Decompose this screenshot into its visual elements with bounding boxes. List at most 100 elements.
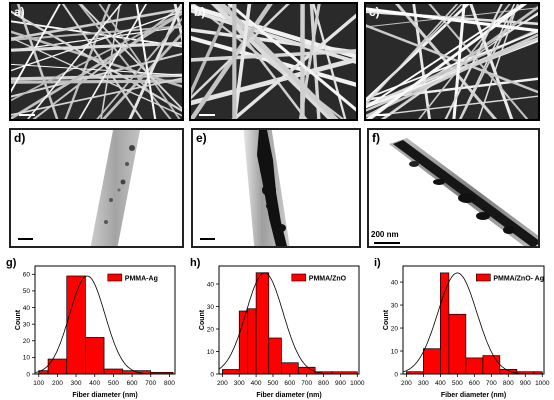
fiber-line xyxy=(312,4,347,119)
legend-swatch xyxy=(107,273,123,282)
x-tick-label: 1000 xyxy=(350,380,365,387)
y-tick-label: 0 xyxy=(210,371,214,378)
x-tick-label: 500 xyxy=(108,380,119,387)
histogram-bar xyxy=(440,272,450,375)
fiber-line xyxy=(366,30,538,100)
scale-bar-b xyxy=(199,114,215,116)
histogram-bar xyxy=(448,313,467,375)
tem-fiber-e xyxy=(243,130,290,246)
fiber-line xyxy=(135,4,157,119)
plot-frame xyxy=(218,265,360,375)
y-tick-label: 60 xyxy=(23,272,31,279)
x-tick-label: 1000 xyxy=(535,380,550,387)
plot-frame xyxy=(34,265,176,375)
histogram-bar xyxy=(66,275,86,375)
y-tick-label: 20 xyxy=(391,325,399,332)
x-tick-label: 400 xyxy=(89,380,100,387)
fiber-line xyxy=(298,4,321,119)
legend-swatch xyxy=(476,273,491,282)
panel-label-c: c) xyxy=(369,5,380,19)
panel-label: i) xyxy=(374,257,381,269)
panel-label-b: b) xyxy=(194,5,206,19)
fiber-line xyxy=(11,10,182,72)
scale-bar-e xyxy=(200,238,215,240)
fiber-line xyxy=(459,4,520,119)
fiber-line xyxy=(100,4,121,119)
x-tick-label: 400 xyxy=(435,380,446,387)
fiber-line xyxy=(11,79,182,84)
tem-fiber-f xyxy=(389,138,538,246)
panel-label: g) xyxy=(6,257,17,269)
y-axis-label: Count xyxy=(15,309,22,330)
histogram-bar xyxy=(499,369,518,375)
histogram-bar xyxy=(103,368,124,375)
scale-bar-a xyxy=(19,114,35,116)
y-tick-label: 30 xyxy=(23,321,31,328)
y-tick-label: 0 xyxy=(26,371,30,378)
fiber-line xyxy=(366,24,538,94)
sem-fibers-b xyxy=(191,4,356,119)
x-axis-label: Fiber diameter (nm) xyxy=(256,392,321,399)
fiber-line xyxy=(79,4,182,110)
histogram-bar xyxy=(281,362,299,375)
histogram-bar xyxy=(482,355,501,375)
y-tick-label: 0 xyxy=(394,371,398,378)
x-axis-label: Fiber diameter (nm) xyxy=(441,392,506,399)
fiber-line xyxy=(11,37,182,117)
x-tick-label: 800 xyxy=(164,380,175,387)
sem-image-b: b) xyxy=(189,2,358,121)
fiber-line xyxy=(191,4,273,119)
x-tick-label: 100 xyxy=(33,380,44,387)
fiber-line xyxy=(64,4,111,119)
fiber-line xyxy=(11,7,182,41)
legend-label: PMMA-Ag xyxy=(125,276,158,283)
fiber-line xyxy=(191,4,290,100)
x-tick-label: 400 xyxy=(251,380,262,387)
fiber-line xyxy=(366,4,463,104)
scale-bar-label-f: 200 nm xyxy=(371,230,399,239)
fiber-line xyxy=(11,30,182,88)
fiber-line xyxy=(452,4,466,119)
panel-label-e: e) xyxy=(196,131,207,145)
tem-image-e: e) xyxy=(191,128,361,248)
fiber-line xyxy=(191,8,356,65)
histogram-bar xyxy=(247,308,257,375)
legend-label: PMMA/ZnO xyxy=(309,276,347,283)
legend-label: PMMA/ZnO- Ag xyxy=(493,276,544,283)
x-tick-label: 200 xyxy=(217,380,228,387)
panel-label: h) xyxy=(190,257,201,269)
x-tick-label: 200 xyxy=(52,380,63,387)
fiber-line xyxy=(366,4,528,119)
x-tick-label: 900 xyxy=(520,380,531,387)
histogram-h: h) 200 300 400 500 600 700 800 900 1000 0 10 20 30 40 F… xyxy=(190,257,365,399)
x-tick-label: 700 xyxy=(145,380,156,387)
x-tick-label: 600 xyxy=(127,380,138,387)
tem-image-f: f) 200 nm xyxy=(367,128,540,248)
y-axis-label: Count xyxy=(199,309,206,330)
fiber-line xyxy=(412,4,431,119)
y-tick-label: 10 xyxy=(207,349,215,356)
fiber-line xyxy=(469,4,514,119)
fiber-line xyxy=(11,11,182,119)
x-tick-label: 700 xyxy=(301,380,312,387)
y-tick-label: 20 xyxy=(23,338,31,345)
x-tick-label: 600 xyxy=(469,380,480,387)
plot-frame xyxy=(402,265,545,375)
sem-fibers-c xyxy=(366,4,538,119)
y-tick-label: 20 xyxy=(207,326,215,333)
tem-fiber-d xyxy=(90,130,141,246)
fiber-line xyxy=(366,4,525,109)
fiber-line xyxy=(78,4,148,119)
fiber-line xyxy=(78,4,172,119)
fiber-line xyxy=(191,4,356,59)
histogram-bar xyxy=(465,357,484,375)
y-tick-label: 30 xyxy=(207,304,215,311)
histogram-bar xyxy=(255,272,270,375)
sem-image-a: a) xyxy=(9,2,184,121)
x-tick-label: 800 xyxy=(503,380,514,387)
fiber-line xyxy=(366,7,538,33)
histogram-bar xyxy=(423,348,441,375)
fiber-line xyxy=(128,4,182,119)
tem-image-d: d) xyxy=(9,128,184,248)
panel-label-a: a) xyxy=(14,5,25,19)
